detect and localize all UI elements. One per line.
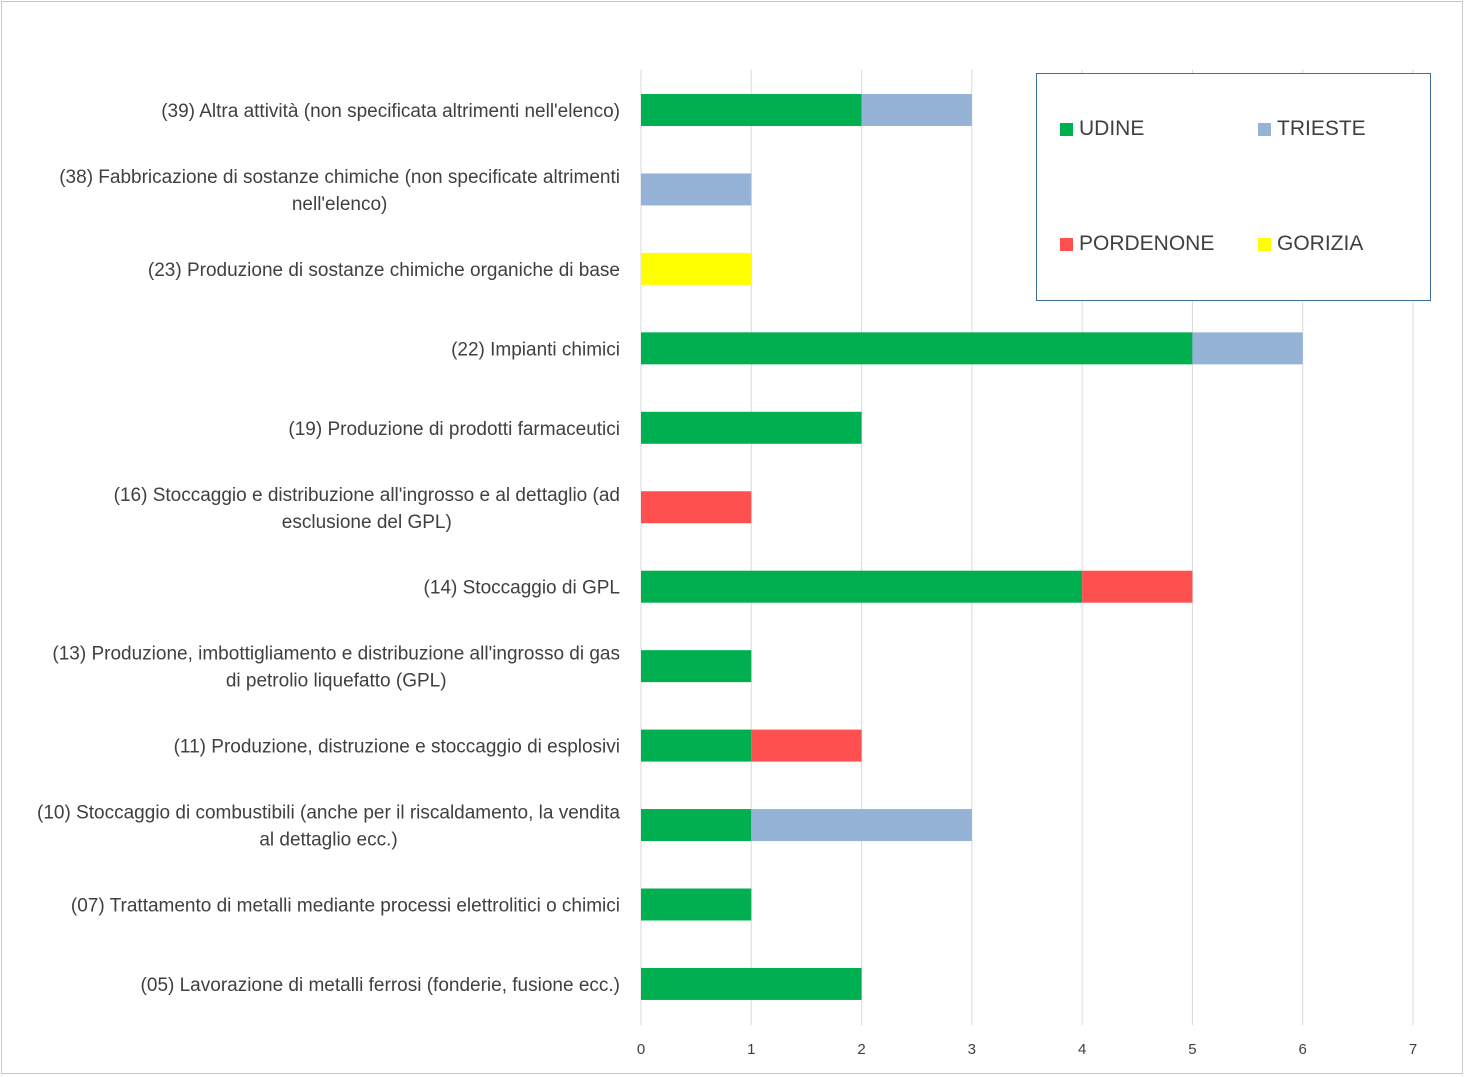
category-label-line-7-0: (13) Produzione, imbottigliamento e dist…	[52, 644, 620, 665]
legend-label-udine: UDINE	[1079, 117, 1145, 140]
bar-trieste-3	[1192, 332, 1303, 365]
bar-pordenone-8	[751, 729, 862, 762]
bar-trieste-9	[751, 809, 972, 842]
legend-swatch-trieste	[1258, 122, 1271, 136]
category-label-10: (07) Trattamento di metalli mediante pro…	[71, 896, 620, 917]
legend-item-pordenone: PORDENONE	[1060, 232, 1214, 256]
legend-item-udine: UDINE	[1060, 117, 1144, 141]
category-label-line-10-0: (07) Trattamento di metalli mediante pro…	[71, 896, 620, 917]
category-label-line-11-0: (05) Lavorazione di metalli ferrosi (fon…	[141, 975, 620, 996]
category-label-6: (14) Stoccaggio di GPL	[424, 578, 620, 599]
category-label-0: (39) Altra attività (non specificata alt…	[161, 101, 620, 122]
bar-udine-9	[641, 809, 752, 842]
legend-item-trieste: TRIESTE	[1258, 117, 1366, 141]
category-label-3: (22) Impianti chimici	[451, 339, 620, 360]
bar-udine-6	[641, 570, 1083, 603]
legend-label-gorizia: GORIZIA	[1277, 232, 1364, 255]
category-label-line-8-0: (11) Produzione, distruzione e stoccaggi…	[174, 737, 620, 758]
bars	[641, 94, 1303, 1000]
bar-trieste-0	[861, 94, 972, 126]
x-tick-label-4: 4	[1078, 1041, 1086, 1058]
category-label-line-3-0: (22) Impianti chimici	[451, 339, 620, 360]
category-label-2: (23) Produzione di sostanze chimiche org…	[148, 260, 620, 281]
bar-udine-4	[641, 411, 862, 444]
category-label-1: (38) Fabbricazione di sostanze chimiche …	[59, 167, 620, 215]
category-label-8: (11) Produzione, distruzione e stoccaggi…	[174, 737, 620, 758]
x-tick-label-5: 5	[1188, 1041, 1196, 1058]
category-label-4: (19) Produzione di prodotti farmaceutici	[288, 419, 620, 440]
x-tick-label-3: 3	[968, 1041, 976, 1058]
bar-udine-7	[641, 650, 752, 683]
category-labels: (39) Altra attività (non specificata alt…	[37, 101, 620, 996]
x-tick-labels: 0 1 2 3 4 5 6 7	[637, 1041, 1417, 1058]
bar-trieste-1	[641, 173, 752, 206]
category-label-line-1-1: nell'elenco)	[292, 194, 388, 215]
bar-udine-0	[641, 94, 862, 126]
legend-label-trieste: TRIESTE	[1277, 117, 1366, 140]
category-label-line-9-1: al dettaglio ecc.)	[259, 830, 397, 851]
bar-udine-8	[641, 729, 752, 762]
bar-gorizia-2	[641, 252, 752, 285]
legend-swatch-udine	[1060, 122, 1073, 136]
x-tick-label-2: 2	[857, 1041, 865, 1058]
category-label-9: (10) Stoccaggio di combustibili (anche p…	[37, 803, 620, 851]
x-tick-label-7: 7	[1409, 1041, 1417, 1058]
x-tick-label-1: 1	[747, 1041, 755, 1058]
legend-swatch-pordenone	[1060, 237, 1073, 251]
bar-pordenone-5	[641, 491, 752, 524]
category-label-line-0-0: (39) Altra attività (non specificata alt…	[161, 101, 620, 122]
category-label-line-1-0: (38) Fabbricazione di sostanze chimiche …	[59, 167, 620, 188]
legend-label-pordenone: PORDENONE	[1079, 232, 1215, 255]
category-label-line-2-0: (23) Produzione di sostanze chimiche org…	[148, 260, 620, 281]
category-label-7: (13) Produzione, imbottigliamento e dist…	[52, 644, 620, 692]
x-tick-label-6: 6	[1299, 1041, 1307, 1058]
bar-pordenone-6	[1082, 570, 1193, 603]
legend-item-gorizia: GORIZIA	[1258, 232, 1363, 256]
bar-udine-10	[641, 888, 752, 921]
category-label-line-9-0: (10) Stoccaggio di combustibili (anche p…	[37, 803, 620, 824]
legend: UDINE TRIESTE PORDENONE GORIZIA	[1036, 73, 1431, 301]
x-tick-label-0: 0	[637, 1041, 645, 1058]
category-label-line-6-0: (14) Stoccaggio di GPL	[424, 578, 620, 599]
category-label-11: (05) Lavorazione di metalli ferrosi (fon…	[141, 975, 620, 996]
category-label-5: (16) Stoccaggio e distribuzione all'ingr…	[114, 485, 620, 533]
category-label-line-5-0: (16) Stoccaggio e distribuzione all'ingr…	[114, 485, 620, 506]
category-label-line-4-0: (19) Produzione di prodotti farmaceutici	[288, 419, 620, 440]
category-label-line-5-1: esclusione del GPL)	[282, 512, 452, 533]
legend-swatch-gorizia	[1258, 237, 1271, 251]
category-label-line-7-1: di petrolio liquefatto (GPL)	[226, 671, 447, 692]
bar-udine-11	[641, 967, 862, 1000]
bar-udine-3	[641, 332, 1193, 365]
